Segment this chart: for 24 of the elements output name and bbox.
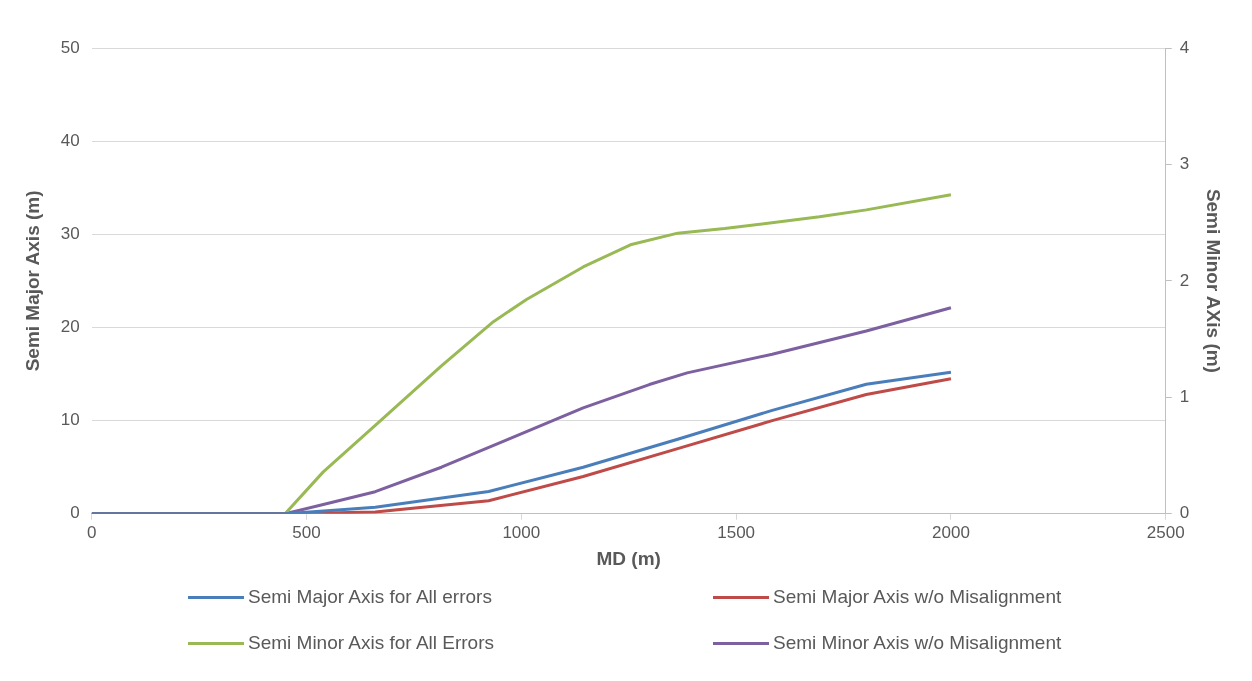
y2-tick-label: 2 — [1179, 270, 1190, 290]
y-tick-label: 10 — [60, 410, 80, 430]
x-axis-title: MD (m) — [596, 547, 661, 569]
legend-label: Semi Major Axis for All errors — [248, 586, 492, 608]
y-axis-title: Semi Major Axis (m) — [21, 190, 43, 372]
y2-tick-label: 4 — [1179, 37, 1190, 57]
y-tick-label: 20 — [60, 317, 80, 337]
legend-label: Semi Major Axis w/o Misalignment — [773, 586, 1062, 608]
y-tick-label: 50 — [60, 37, 80, 57]
legend-label: Semi Minor Axis w/o Misalignment — [773, 632, 1062, 654]
y2-tick-label: 3 — [1179, 154, 1190, 174]
x-tick-label: 1500 — [717, 522, 756, 542]
x-tick-label: 2500 — [1146, 522, 1185, 542]
y2-axis-title: Semi Minor AXis (m) — [1203, 188, 1225, 373]
y2-tick-label: 0 — [1179, 503, 1190, 523]
x-tick-label: 2000 — [932, 522, 970, 542]
x-tick-label: 1000 — [502, 522, 541, 542]
y-tick-label: 30 — [60, 224, 80, 244]
y-tick-label: 40 — [60, 130, 80, 150]
x-tick-label: 0 — [86, 522, 97, 542]
y2-tick-label: 1 — [1179, 387, 1190, 407]
y-tick-label: 0 — [70, 503, 80, 523]
x-tick-label: 500 — [292, 522, 321, 542]
legend-label: Semi Minor Axis for All Errors — [248, 632, 494, 654]
